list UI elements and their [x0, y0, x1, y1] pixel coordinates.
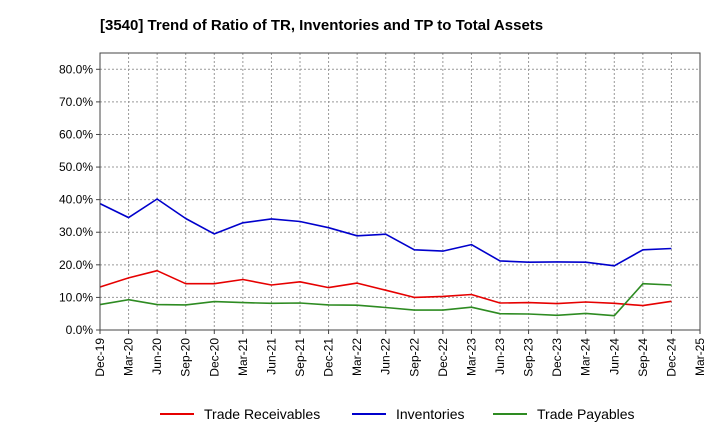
x-tick-label: Mar-24 [579, 338, 593, 376]
x-tick-label: Mar-25 [693, 338, 707, 376]
series-lines [99, 198, 672, 317]
y-tick-label: 60.0% [59, 127, 93, 141]
x-tick-label: Jun-24 [607, 338, 621, 375]
y-tick-label: 0.0% [66, 323, 94, 337]
legend-label: Trade Receivables [204, 406, 320, 422]
x-tick-label: Jun-20 [150, 338, 164, 375]
x-tick-label: Sep-21 [293, 338, 307, 377]
x-tick-label: Mar-23 [464, 338, 478, 376]
x-tick-label: Dec-20 [207, 338, 221, 377]
y-tick-label: 50.0% [59, 160, 93, 174]
x-tick-label: Mar-22 [350, 338, 364, 376]
grid [100, 53, 700, 330]
x-tick-label: Mar-20 [122, 338, 136, 376]
y-tick-label: 30.0% [59, 225, 93, 239]
x-tick-label: Sep-24 [636, 338, 650, 377]
x-tick-label: Jun-23 [493, 338, 507, 375]
y-tick-label: 20.0% [59, 258, 93, 272]
plot-frame [99, 52, 701, 331]
x-axis-ticks: Dec-19 Mar-20 Jun-20 Sep-20 Dec-20 Mar-21 Jun-… [93, 330, 707, 377]
x-tick-label: Sep-22 [407, 338, 421, 377]
legend-label: Inventories [396, 406, 464, 422]
x-tick-label: Sep-23 [522, 338, 536, 377]
x-tick-label: Jun-22 [379, 338, 393, 375]
series-line-inventories [99, 198, 672, 267]
legend-label: Trade Payables [537, 406, 635, 422]
x-tick-label: Dec-22 [436, 338, 450, 377]
y-tick-label: 70.0% [59, 95, 93, 109]
chart-title: [3540] Trend of Ratio of TR, Inventories… [100, 17, 543, 34]
x-tick-label: Jun-21 [264, 338, 278, 375]
series-line-trade-payables [99, 282, 672, 317]
y-tick-label: 80.0% [59, 62, 93, 76]
x-tick-label: Mar-21 [236, 338, 250, 376]
x-tick-label: Sep-20 [179, 338, 193, 377]
x-tick-label: Dec-19 [93, 338, 107, 377]
series-line-trade-receivables [99, 269, 672, 307]
y-tick-label: 10.0% [59, 290, 93, 304]
y-axis-ticks: 0.0% 10.0% 20.0% 30.0% 40.0% 50.0% 60.0% 70.0% 8… [59, 62, 100, 337]
y-tick-label: 40.0% [59, 193, 93, 207]
legend: Trade Receivables Inventories Trade Payabl… [160, 406, 635, 422]
x-tick-label: Dec-23 [550, 338, 564, 377]
x-tick-label: Dec-24 [664, 338, 678, 377]
x-tick-label: Dec-21 [322, 338, 336, 377]
